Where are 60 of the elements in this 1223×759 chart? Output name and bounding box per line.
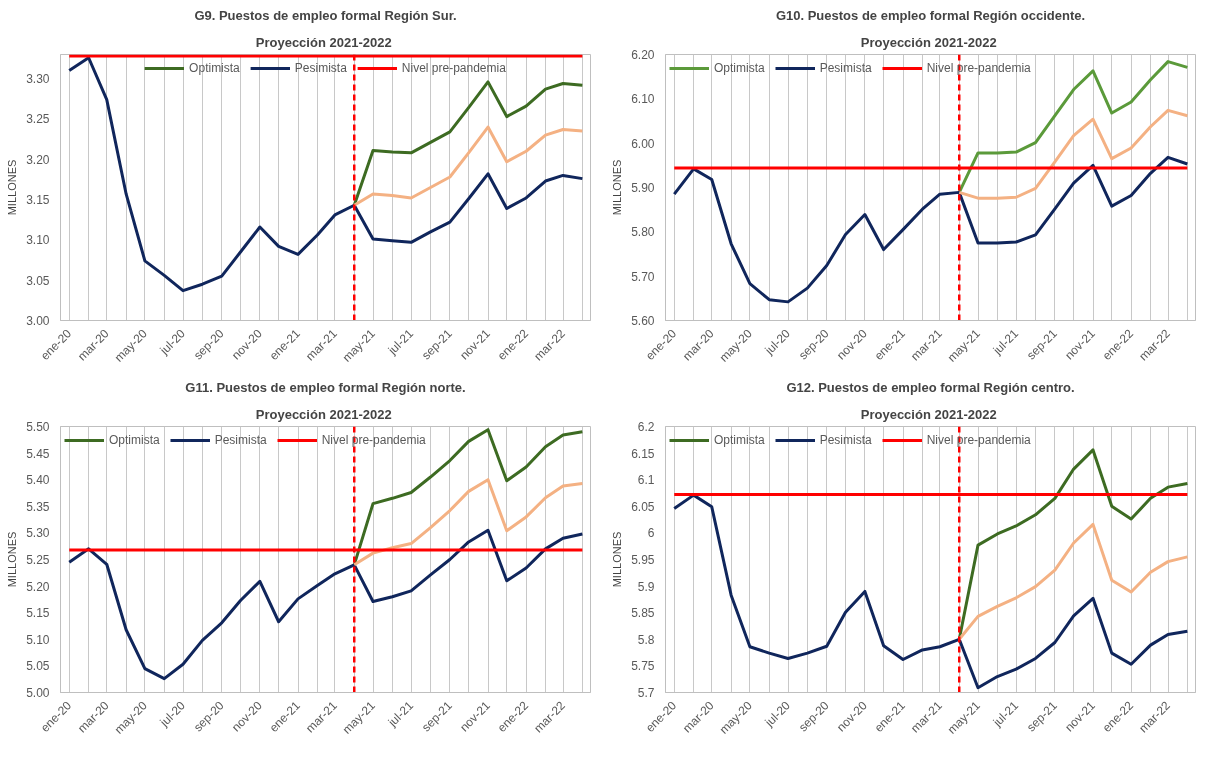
legend-label: Nivel pre-pandemia <box>926 61 1031 75</box>
legend-label: Optimista <box>189 61 240 75</box>
y-axis-title: MILLONES <box>6 159 19 216</box>
y-tick-label: 5.05 <box>26 659 50 674</box>
chart-subtitle: Proyección 2021-2022 <box>860 406 997 422</box>
y-tick-label: 6.20 <box>631 48 655 62</box>
legend-label: Nivel pre-pandemia <box>401 61 506 75</box>
y-tick-label: 3.20 <box>26 152 50 167</box>
y-tick-label: 6.05 <box>631 499 655 514</box>
y-tick-label: 3.10 <box>26 233 50 248</box>
y-tick-label: 6.15 <box>631 446 655 461</box>
chart-subtitle: Proyección 2021-2022 <box>860 34 997 50</box>
chart-title: G12. Puestos de empleo formal Región centro. <box>786 379 1075 395</box>
y-tick-label: 5.00 <box>26 686 50 700</box>
y-tick-label: 5.75 <box>631 659 655 674</box>
y-tick-label: 5.15 <box>26 606 50 621</box>
chart-title: G9. Puestos de empleo formal Región Sur. <box>194 7 457 23</box>
y-tick-label: 5.80 <box>631 225 655 240</box>
chart-title: G10. Puestos de empleo formal Región occidente. <box>775 7 1086 23</box>
legend-label: Pesimista <box>214 433 267 447</box>
chart-subtitle: Proyección 2021-2022 <box>255 34 392 50</box>
y-tick-label: 5.30 <box>26 526 50 541</box>
chart-title: G11. Puestos de empleo formal Región norte. <box>185 379 466 395</box>
y-tick-label: 3.05 <box>26 273 50 288</box>
y-tick-label: 5.40 <box>26 473 50 488</box>
legend-label: Pesimista <box>294 61 347 75</box>
y-tick-label: 5.9 <box>637 579 655 594</box>
legend-label: Pesimista <box>819 433 872 447</box>
y-tick-label: 5.10 <box>26 632 50 647</box>
y-tick-label: 5.60 <box>631 314 655 328</box>
legend-label: Pesimista <box>819 61 872 75</box>
y-tick-label: 5.70 <box>631 269 655 284</box>
y-tick-label: 6.2 <box>637 420 655 434</box>
y-tick-label: 5.8 <box>637 632 655 647</box>
y-tick-label: 5.25 <box>26 553 50 567</box>
y-tick-label: 5.85 <box>631 606 655 621</box>
y-tick-label: 6.10 <box>631 92 655 107</box>
y-tick-label: 6.00 <box>631 136 655 151</box>
legend-label: Optimista <box>714 61 765 75</box>
y-tick-label: 5.45 <box>26 446 50 461</box>
legend-label: Optimista <box>109 433 160 447</box>
y-tick-label: 5.95 <box>631 553 655 567</box>
y-tick-label: 3.15 <box>26 193 50 208</box>
legend-label: Optimista <box>714 433 765 447</box>
y-axis-title: MILLONES <box>611 159 624 216</box>
y-tick-label: 5.90 <box>631 181 655 195</box>
y-tick-label: 5.20 <box>26 579 50 594</box>
y-tick-label: 3.00 <box>26 314 50 328</box>
y-tick-label: 6.1 <box>637 473 655 488</box>
y-tick-label: 5.50 <box>26 420 50 434</box>
y-axis-title: MILLONES <box>6 531 19 588</box>
legend-label: Nivel pre-pandemia <box>926 433 1031 447</box>
legend-label: Nivel pre-pandemia <box>321 433 426 447</box>
y-tick-label: 5.7 <box>637 686 655 700</box>
y-tick-label: 5.35 <box>26 499 50 514</box>
y-tick-label: 6 <box>647 526 655 541</box>
y-tick-label: 3.30 <box>26 72 50 87</box>
y-axis-title: MILLONES <box>611 531 624 588</box>
y-tick-label: 3.25 <box>26 112 50 127</box>
chart-subtitle: Proyección 2021-2022 <box>255 406 392 422</box>
